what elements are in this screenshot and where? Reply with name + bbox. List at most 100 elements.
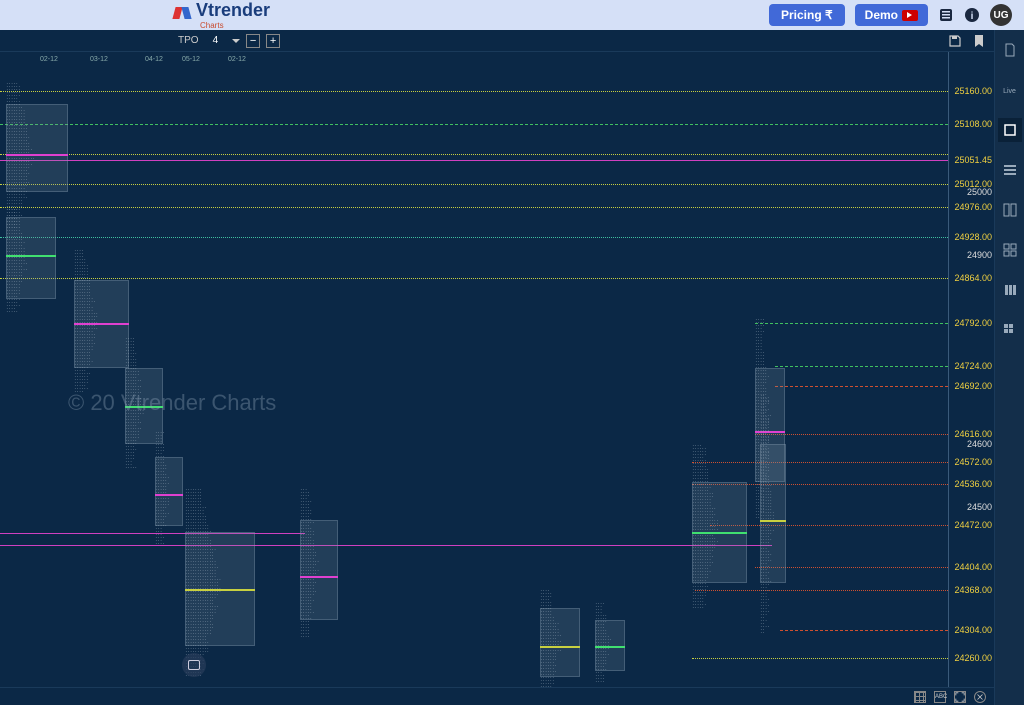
level-line: [0, 533, 305, 534]
price-label: 24536.00: [954, 479, 992, 489]
tpo-letters: ···· ····· ····· ···· ····· ····· ····· …: [540, 589, 562, 687]
bottom-toolbar: ABC: [0, 687, 994, 705]
poc-line: [595, 646, 625, 648]
list-icon[interactable]: [998, 158, 1022, 182]
price-label: 24304.00: [954, 625, 992, 635]
date-tick: 05-12: [182, 56, 200, 63]
square-icon[interactable]: [998, 118, 1022, 142]
tpo-letters: ···· ··· ··· ··· ···· ···· ···· ··· ····…: [155, 431, 169, 545]
grid-icon[interactable]: [914, 691, 926, 703]
price-label: 24572.00: [954, 457, 992, 467]
price-label: 25000: [967, 187, 992, 197]
level-line: [695, 590, 948, 591]
logo-icon: [172, 7, 192, 23]
level-line: [0, 207, 948, 208]
price-label: 24692.00: [954, 381, 992, 391]
price-label: 24260.00: [954, 653, 992, 663]
info-icon[interactable]: i: [964, 7, 980, 23]
avatar[interactable]: UG: [990, 4, 1012, 26]
poc-line: [6, 255, 56, 257]
price-label: 25108.00: [954, 119, 992, 129]
poc-line: [692, 532, 747, 534]
poc-line: [185, 589, 255, 591]
data-icon[interactable]: [998, 198, 1022, 222]
poc-line: [760, 520, 786, 522]
price-label: 24600: [967, 439, 992, 449]
menu-icon[interactable]: [938, 7, 954, 23]
price-label: 24792.00: [954, 318, 992, 328]
level-line: [0, 91, 948, 92]
tpo-letters: ···· ···· ···· ····· ····· ······ ······…: [74, 249, 98, 393]
level-line: [0, 184, 948, 185]
top-bar: Vtrender Charts Pricing ₹ Demo i UG: [0, 0, 1024, 30]
zoom-out-button[interactable]: −: [246, 34, 260, 48]
bars-icon[interactable]: [998, 278, 1022, 302]
price-label: 24928.00: [954, 232, 992, 242]
date-tick: 02-12: [40, 56, 58, 63]
screenshot-button[interactable]: [182, 653, 206, 677]
date-tick: 02-12: [228, 56, 246, 63]
poc-line: [540, 646, 580, 648]
price-label: 24616.00: [954, 429, 992, 439]
bookmark-icon[interactable]: [972, 34, 986, 48]
poc-line: [125, 406, 163, 408]
grid2-icon[interactable]: [998, 318, 1022, 342]
level-line: [775, 366, 948, 367]
header-actions: Pricing ₹ Demo i UG: [769, 4, 1012, 26]
demo-label: Demo: [865, 8, 898, 22]
tpo-letters: ···· ···· ···· ···· ···· ····· ···· ····…: [125, 337, 144, 469]
abc-icon[interactable]: ABC: [934, 691, 946, 703]
save-icon[interactable]: [948, 34, 962, 48]
price-label: 25160.00: [954, 86, 992, 96]
poc-line: [300, 576, 338, 578]
svg-text:i: i: [971, 11, 974, 22]
price-label: 24500: [967, 502, 992, 512]
level-line: [692, 462, 948, 463]
grid-icon[interactable]: [998, 238, 1022, 262]
level-line: [0, 160, 948, 161]
expand-icon[interactable]: [954, 691, 966, 703]
price-label: 25051.45: [954, 155, 992, 165]
price-axis: 25160.0025108.0025051.4525012.0025000249…: [948, 52, 994, 687]
level-line: [692, 658, 948, 659]
watermark: © 20 Vtrender Charts: [68, 390, 276, 416]
level-line: [775, 386, 948, 387]
date-tick: 04-12: [145, 56, 163, 63]
tpo-letters: ···· ······ ······ ······ ····· ······ ·…: [692, 444, 719, 609]
level-line: [0, 154, 948, 155]
zoom-in-button[interactable]: +: [266, 34, 280, 48]
chart-canvas[interactable]: © 20 Vtrender Charts ····· ······ ······…: [0, 52, 994, 687]
live-icon[interactable]: Live: [998, 78, 1022, 102]
app-body: TPO 4 − + © 20 Vtrender Charts ····· ···…: [0, 30, 1024, 705]
price-label: 24900: [967, 250, 992, 260]
tpo-letters: ··· ···· ···· ··· ····· ···· ···· ····· …: [300, 488, 319, 638]
price-label: 24404.00: [954, 562, 992, 572]
tpo-label: TPO: [178, 35, 199, 46]
demo-button[interactable]: Demo: [855, 4, 928, 26]
poc-line: [6, 154, 68, 156]
price-label: 24368.00: [954, 585, 992, 595]
brand-sub: Charts: [200, 21, 270, 30]
level-line: [0, 237, 948, 238]
file-icon[interactable]: [998, 38, 1022, 62]
level-line: [0, 124, 948, 125]
chart-wrapper: TPO 4 − + © 20 Vtrender Charts ····· ···…: [0, 30, 994, 705]
dropdown-caret-icon[interactable]: [232, 39, 240, 43]
logo[interactable]: Vtrender Charts: [12, 0, 270, 30]
price-label: 24864.00: [954, 273, 992, 283]
price-label: 24976.00: [954, 202, 992, 212]
tpo-letters: ·· ··· ···· ·· ·· ··· ·· ··· ···· ···· ·…: [760, 394, 774, 634]
pricing-button[interactable]: Pricing ₹: [769, 4, 845, 26]
price-label: 24724.00: [954, 361, 992, 371]
chart-toolbar: TPO 4 − +: [0, 30, 994, 52]
close-icon[interactable]: [974, 691, 986, 703]
level-line: [0, 278, 948, 279]
youtube-icon: [902, 10, 918, 21]
poc-line: [74, 323, 129, 325]
price-label: 24472.00: [954, 520, 992, 530]
brand-name: Vtrender: [196, 0, 270, 20]
date-tick: 03-12: [90, 56, 108, 63]
level-line: [780, 630, 948, 631]
tpo-value[interactable]: 4: [205, 35, 227, 46]
level-line: [755, 323, 948, 324]
